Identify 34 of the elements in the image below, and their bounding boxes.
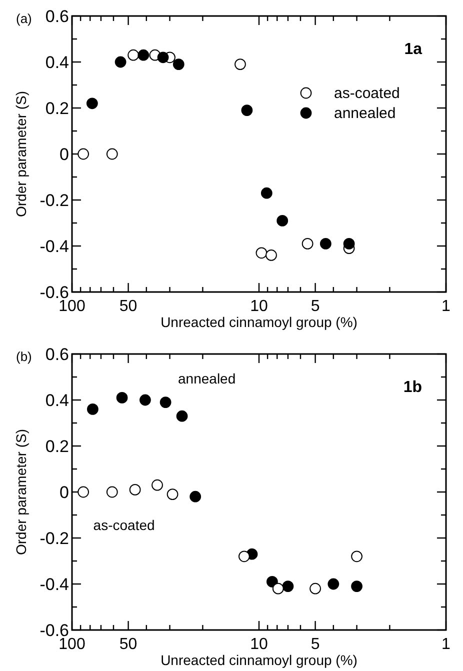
annotation: 1b bbox=[403, 379, 422, 396]
y-axis-title: Order parameter (S) bbox=[13, 428, 29, 556]
legend-label: annealed bbox=[178, 370, 236, 387]
x-axis-title: Unreacted cinnamoyl group (%) bbox=[160, 652, 358, 668]
x-tick-label: 100 bbox=[58, 636, 86, 653]
y-tick-label: 0 bbox=[60, 145, 69, 164]
x-tick-label: 50 bbox=[119, 298, 138, 315]
y-tick-label: 0.4 bbox=[45, 391, 69, 410]
x-tick-label: 100 bbox=[58, 298, 86, 315]
series-label: as-coated bbox=[93, 517, 155, 533]
y-tick-label: -0.4 bbox=[40, 237, 69, 256]
y-axis-title: Order parameter (S) bbox=[13, 90, 29, 218]
y-tick-label: 0.6 bbox=[45, 7, 69, 26]
y-tick-label: -0.2 bbox=[40, 529, 69, 548]
x-tick-label: 10 bbox=[250, 636, 268, 653]
y-tick-label: 0.4 bbox=[45, 53, 69, 72]
chart-title: (b) bbox=[16, 349, 32, 364]
y-tick-label: 0.2 bbox=[45, 99, 69, 118]
x-tick-label: 5 bbox=[310, 636, 320, 653]
chart-title: (a) bbox=[16, 11, 32, 26]
y-tick-label: 0.2 bbox=[45, 437, 69, 456]
legend-label: as-coated bbox=[334, 85, 400, 102]
y-tick-label: 0.6 bbox=[45, 345, 69, 364]
y-tick-label: -0.4 bbox=[40, 575, 69, 594]
annotation: 1a bbox=[404, 41, 422, 58]
x-tick-label: 1 bbox=[442, 636, 451, 653]
x-tick-label: 1 bbox=[442, 298, 451, 315]
x-tick-label: 50 bbox=[119, 636, 138, 653]
x-tick-label: 10 bbox=[250, 298, 268, 315]
x-axis-title: Unreacted cinnamoyl group (%) bbox=[160, 314, 358, 330]
x-tick-label: 5 bbox=[310, 298, 320, 315]
legend-label: annealed bbox=[334, 105, 396, 122]
y-tick-label: -0.2 bbox=[40, 191, 69, 210]
y-tick-label: 0 bbox=[60, 483, 69, 502]
